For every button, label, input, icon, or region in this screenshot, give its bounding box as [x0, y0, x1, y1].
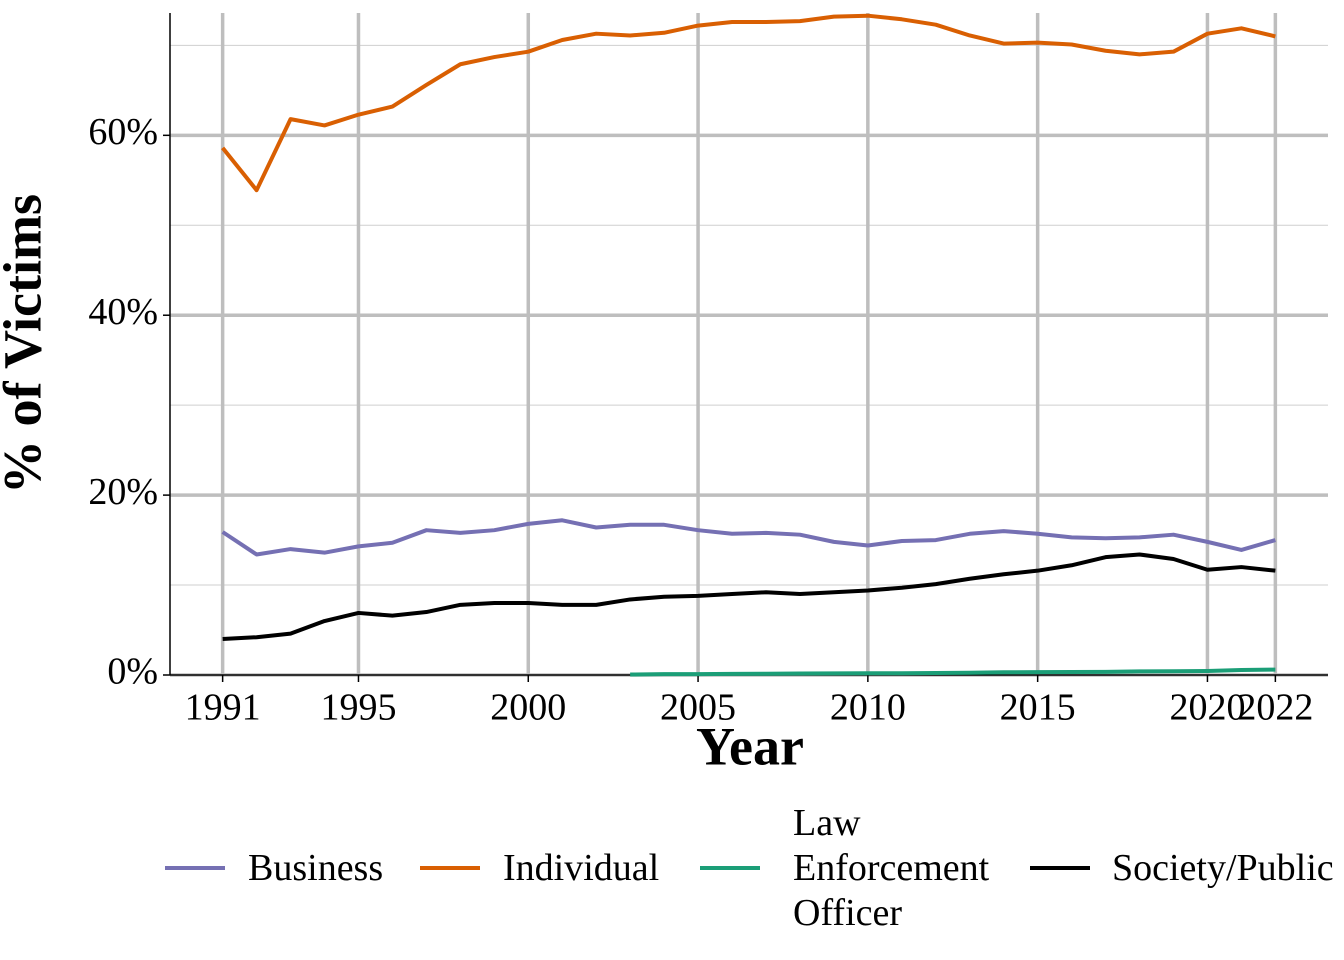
legend-key — [420, 866, 480, 870]
x-tick-label: 2022 — [1237, 687, 1313, 729]
x-tick-label: 1995 — [320, 687, 396, 729]
y-tick-label: 60% — [88, 111, 158, 153]
x-tick-label: 2010 — [830, 687, 906, 729]
x-axis-title: Year — [696, 716, 804, 776]
legend-label: Business — [248, 846, 384, 889]
x-tick-label: 1991 — [185, 687, 261, 729]
x-tick-label: 2005 — [660, 687, 736, 729]
legend-key — [165, 866, 225, 870]
series-line — [630, 667, 1276, 677]
series-line — [221, 13, 1276, 193]
legend-label: Individual — [503, 846, 660, 889]
series-line — [222, 552, 1276, 642]
x-tick-label: 2000 — [490, 687, 566, 729]
legend-key — [1030, 866, 1090, 870]
y-tick-label: 20% — [88, 471, 158, 513]
legend-label: Society/Public — [1112, 846, 1334, 889]
x-tick-label: 2015 — [1000, 687, 1076, 729]
y-tick-label: 40% — [88, 291, 158, 333]
y-tick-label: 0% — [107, 651, 158, 693]
legend-key — [700, 866, 760, 870]
series-line — [221, 518, 1276, 557]
x-tick-label: 2020 — [1169, 687, 1245, 729]
legend-label: Law Enforcement Officer — [793, 801, 990, 934]
y-axis-title: % of Victims — [0, 194, 52, 494]
